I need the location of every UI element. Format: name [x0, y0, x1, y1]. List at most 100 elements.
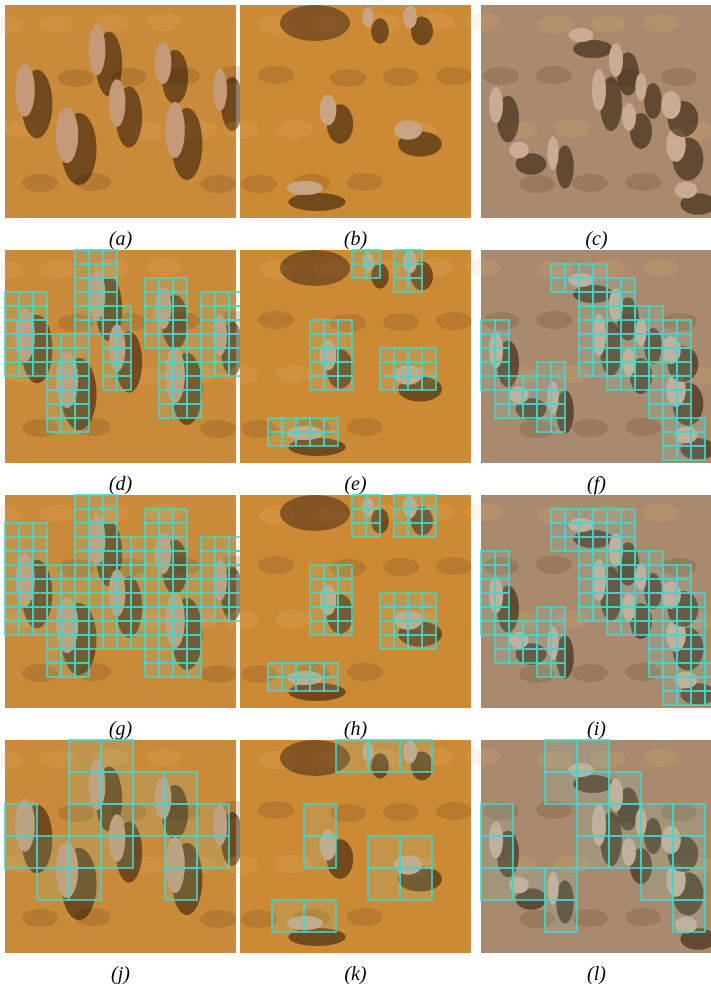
detection-box	[368, 740, 400, 772]
detection-box	[673, 804, 705, 836]
detection-box	[663, 691, 677, 705]
figure: (a)(b)(c)(d)(e)(f)(g)(h)(i)(j)(k)(l)	[0, 0, 711, 984]
ground-patch	[200, 420, 236, 438]
detection-box	[33, 523, 47, 537]
detection-box	[187, 334, 201, 348]
detection-box	[537, 607, 551, 621]
detection-box	[5, 593, 19, 607]
detection-box	[394, 376, 408, 390]
detection-box	[579, 292, 593, 306]
goat	[320, 95, 337, 126]
detection-box	[635, 376, 649, 390]
panel-caption: (e)	[344, 473, 367, 495]
detection-box	[635, 621, 649, 635]
detection-box	[408, 278, 422, 292]
detection-box	[282, 418, 296, 432]
detection-box	[607, 537, 621, 551]
detection-box	[380, 362, 394, 376]
shadow	[556, 145, 574, 188]
detection-box	[5, 320, 19, 334]
ground-patch	[590, 15, 626, 33]
detection-box	[173, 292, 187, 306]
detection-box	[145, 334, 159, 348]
detection-box	[394, 495, 408, 509]
goat	[89, 25, 106, 75]
detection-box	[61, 348, 75, 362]
detection-box	[19, 607, 33, 621]
detection-box	[551, 278, 565, 292]
detection-box	[324, 663, 338, 677]
detection-box	[621, 565, 635, 579]
detection-box	[324, 362, 338, 376]
detection-box	[691, 691, 705, 705]
detection-box	[173, 579, 187, 593]
detection-box	[47, 390, 61, 404]
detection-box	[551, 649, 565, 663]
ground-patch	[572, 419, 608, 437]
ground-patch	[276, 365, 312, 383]
detection-box	[215, 579, 229, 593]
detection-box	[103, 334, 117, 348]
detection-box	[75, 663, 89, 677]
detection-box	[103, 278, 117, 292]
image-panel	[465, 495, 711, 708]
ground-patch	[436, 557, 472, 575]
detection-box	[649, 565, 663, 579]
detection-box	[691, 677, 705, 691]
detection-box	[607, 362, 621, 376]
detection-box	[187, 362, 201, 376]
detection-box	[159, 607, 173, 621]
detection-box	[173, 348, 187, 362]
detection-box	[19, 362, 33, 376]
detection-box	[324, 432, 338, 446]
detection-box	[19, 565, 33, 579]
panel-caption: (b)	[344, 228, 368, 250]
detection-box	[537, 376, 551, 390]
detection-box	[131, 607, 145, 621]
detection-box	[33, 320, 47, 334]
detection-box	[673, 836, 705, 868]
detection-box	[310, 621, 324, 635]
detection-box	[579, 537, 593, 551]
detection-box	[677, 446, 691, 460]
detection-box	[19, 537, 33, 551]
detection-box	[37, 836, 69, 868]
detection-box	[577, 804, 609, 836]
detection-box	[19, 551, 33, 565]
detection-box	[310, 418, 324, 432]
detection-box	[408, 495, 422, 509]
detection-box	[145, 509, 159, 523]
detection-box	[75, 390, 89, 404]
detection-box	[495, 376, 509, 390]
ground-patch	[40, 15, 76, 33]
detection-box	[621, 320, 635, 334]
image-panel	[0, 740, 253, 953]
panel-caption: (d)	[109, 473, 133, 495]
detection-box	[408, 523, 422, 537]
detection-box	[159, 306, 173, 320]
detection-box	[607, 306, 621, 320]
detection-box	[400, 868, 432, 900]
detection-box	[296, 663, 310, 677]
detection-box	[394, 621, 408, 635]
detection-box	[495, 621, 509, 635]
detection-box	[215, 537, 229, 551]
detection-box	[607, 292, 621, 306]
goat	[403, 6, 417, 28]
detection-box	[663, 635, 677, 649]
detection-box	[579, 348, 593, 362]
detection-box	[621, 278, 635, 292]
detection-box	[422, 495, 436, 509]
detection-box	[705, 663, 711, 677]
detection-box	[89, 264, 103, 278]
detection-box	[691, 418, 705, 432]
detection-box	[621, 348, 635, 362]
detection-box	[593, 565, 607, 579]
detection-box	[422, 523, 436, 537]
detection-box	[19, 621, 33, 635]
detection-box	[47, 362, 61, 376]
detection-box	[75, 551, 89, 565]
detection-box	[338, 362, 352, 376]
detection-box	[408, 264, 422, 278]
detection-box	[310, 334, 324, 348]
